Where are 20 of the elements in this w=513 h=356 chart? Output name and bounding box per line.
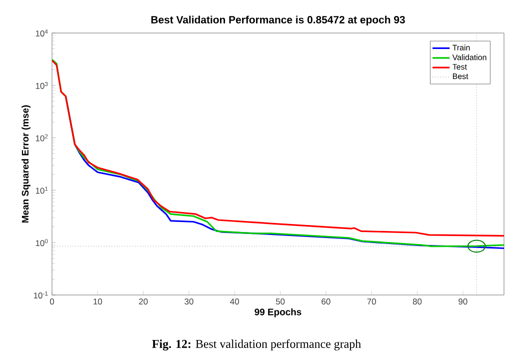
x-tick-label: 70 <box>367 298 376 305</box>
y-tick-label: 10$^{-1}$ <box>34 292 48 298</box>
y-tick-label: 10$^{4}$ <box>36 30 48 36</box>
y-tick-label: 10$^{2}$ <box>36 134 48 142</box>
y-tick-label: 10$^{3}$ <box>36 82 48 89</box>
text: Fig. 12: Best validation performance graph <box>152 339 361 350</box>
x-tick-label: 20 <box>139 298 148 305</box>
y-tick-label: 10$^{1}$ <box>36 186 48 194</box>
x-tick-label: 90 <box>458 298 468 305</box>
chart-title: Best Validation Performance is 0.85472 at epoch 93 <box>151 16 405 26</box>
x-tick-label: 60 <box>322 298 330 305</box>
x-tick-label: 10 <box>94 298 102 305</box>
y-tick-label: 10$^{0}$ <box>36 239 48 246</box>
x-tick-label: 50 <box>276 298 285 305</box>
x-tick-label: 80 <box>412 298 422 305</box>
x-tick-label: 40 <box>230 298 239 305</box>
x-tick-label: 0 <box>50 298 54 305</box>
x-axis-title: 99 Epochs <box>254 308 302 318</box>
x-tick-label: 30 <box>184 298 194 305</box>
y-axis-title: Mean Squared Error (mse) <box>22 105 30 223</box>
